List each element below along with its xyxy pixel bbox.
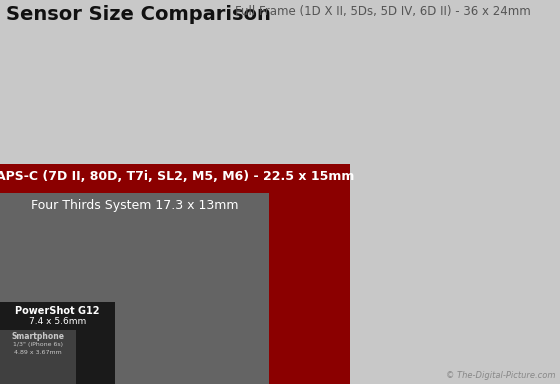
Bar bbox=[0, 302, 115, 384]
Text: PowerShot G12: PowerShot G12 bbox=[15, 306, 100, 316]
Text: © The-Digital-Picture.com: © The-Digital-Picture.com bbox=[446, 371, 556, 380]
Text: 7.4 x 5.6mm: 7.4 x 5.6mm bbox=[29, 317, 86, 326]
Bar bbox=[0, 164, 350, 384]
Text: Smartphone: Smartphone bbox=[12, 332, 64, 341]
Text: 1/3" (iPhone 6s): 1/3" (iPhone 6s) bbox=[13, 342, 63, 347]
Text: Four Thirds System 17.3 x 13mm: Four Thirds System 17.3 x 13mm bbox=[31, 199, 239, 212]
Text: APS-C (7D II, 80D, T7i, SL2, M5, M6) - 22.5 x 15mm: APS-C (7D II, 80D, T7i, SL2, M5, M6) - 2… bbox=[0, 170, 354, 183]
Text: Sensor Size Comparison: Sensor Size Comparison bbox=[6, 5, 271, 24]
Bar bbox=[0, 330, 76, 384]
Bar bbox=[0, 193, 269, 384]
Text: 4.89 x 3.67mm: 4.89 x 3.67mm bbox=[14, 350, 62, 355]
Text: Full Frame (1D X II, 5Ds, 5D IV, 6D II) - 36 x 24mm: Full Frame (1D X II, 5Ds, 5D IV, 6D II) … bbox=[235, 5, 531, 18]
